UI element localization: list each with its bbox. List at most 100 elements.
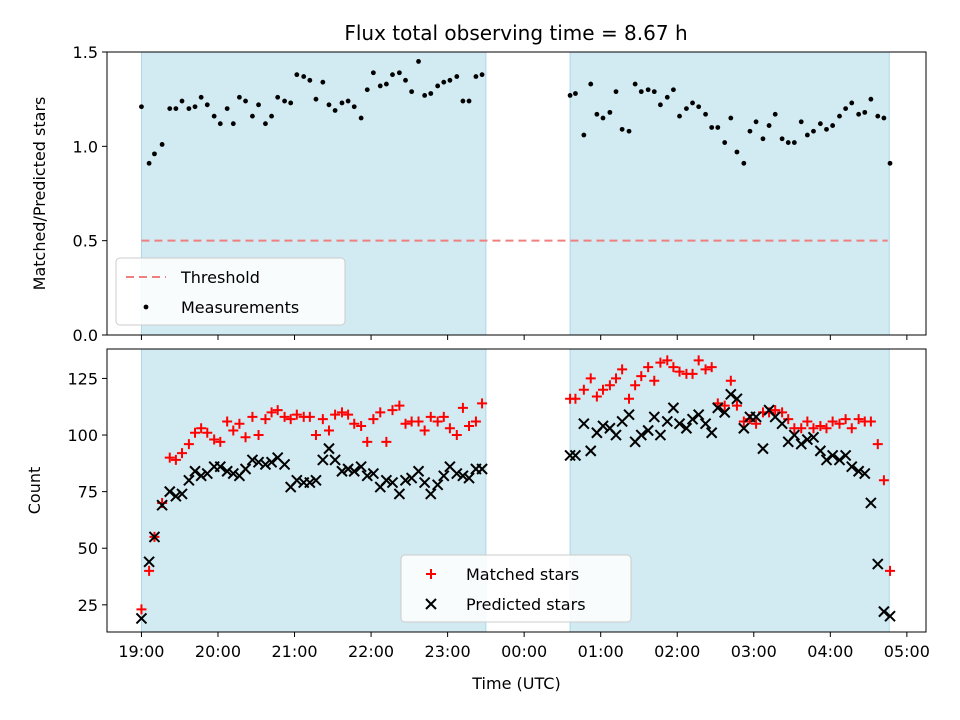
data-point [677,113,682,119]
data-point [741,160,747,166]
data-point [852,465,865,477]
data-point [846,461,858,473]
data-point [655,357,666,368]
data-point [671,87,676,93]
data-point [885,565,896,576]
data-point [747,128,753,134]
data-point [597,384,608,395]
data-point [865,416,876,427]
data-point [868,96,874,102]
data-point [588,81,594,87]
data-point [451,467,463,480]
data-point [386,476,399,489]
data-point [361,470,373,482]
legend-marker [143,304,149,310]
data-point [377,83,383,89]
data-point [779,136,785,142]
y-tick-label: 75 [78,483,98,502]
data-point [684,106,689,111]
legend-label: Measurements [181,298,299,317]
data-point [310,474,322,487]
y-axis-label: Count [25,467,44,515]
data-point [680,422,693,434]
data-point [367,467,380,480]
data-point [619,126,625,132]
data-point [387,405,398,416]
data-point [301,74,307,79]
data-point [247,411,258,422]
data-point [148,531,161,543]
data-point [381,436,392,447]
series-predicted-stars [135,388,896,625]
data-point [728,115,734,121]
data-point [830,123,836,128]
data-point [826,449,839,462]
data-point [447,77,453,83]
data-point [460,98,466,104]
data-point [878,475,889,486]
axes-frame [106,348,927,633]
data-point [209,434,220,445]
data-point [696,104,702,110]
data-point [259,458,272,471]
data-point [699,418,712,430]
data-point [638,89,644,95]
data-point [821,423,832,434]
data-point [709,125,715,130]
data-point [179,98,185,104]
data-point [712,402,724,414]
data-point [802,416,813,427]
data-point [349,418,360,429]
data-point [840,414,851,425]
data-point [795,438,807,450]
data-point [135,612,148,625]
data-point [221,465,233,477]
data-point [307,77,313,83]
data-point [626,128,632,134]
data-point [757,442,769,455]
data-point [753,119,759,125]
data-point [667,402,680,414]
data-point [722,140,728,145]
data-point [253,430,264,441]
data-point [345,98,351,104]
data-point [798,119,804,125]
data-point [705,427,718,439]
data-point [167,106,173,111]
legend: Matched stars Predicted stars [400,554,632,623]
data-point [827,416,838,427]
data-point [815,420,826,431]
data-point [872,439,883,450]
data-point [177,448,188,459]
data-point [887,160,893,166]
data-point [585,445,597,457]
data-point [196,423,207,434]
data-point [323,442,335,455]
data-point [624,393,635,404]
data-point [189,465,201,477]
data-point [642,424,654,437]
x-axis-label: Time (UTC) [471,674,560,693]
data-point [569,449,582,462]
data-point [294,72,300,78]
data-point [463,472,475,484]
data-point [326,102,332,108]
data-point [839,449,852,462]
data-point [400,418,411,429]
data-point [362,436,373,447]
axes-frame [106,51,927,336]
data-point [190,427,201,438]
data-point [393,488,406,500]
data-point [662,355,673,366]
data-point [279,411,290,422]
data-point [674,366,685,377]
data-point [291,409,302,420]
data-point [356,420,367,431]
data-point [143,556,155,568]
data-point [766,123,772,128]
data-point [358,115,364,121]
data-point [872,558,884,570]
data-point [654,429,667,441]
data-point [594,111,600,117]
data-point [444,423,455,434]
